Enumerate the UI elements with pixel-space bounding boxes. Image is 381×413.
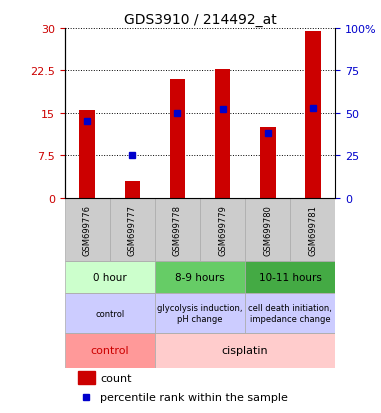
FancyBboxPatch shape — [155, 294, 245, 333]
FancyBboxPatch shape — [245, 198, 290, 262]
Text: cell death initiation,
impedance change: cell death initiation, impedance change — [248, 304, 332, 323]
FancyBboxPatch shape — [65, 333, 155, 368]
FancyBboxPatch shape — [65, 262, 155, 294]
Bar — [215, 69, 231, 198]
FancyBboxPatch shape — [155, 333, 335, 368]
Text: percentile rank within the sample: percentile rank within the sample — [100, 392, 288, 401]
Text: glycolysis induction,
pH change: glycolysis induction, pH change — [157, 304, 243, 323]
Text: 10-11 hours: 10-11 hours — [259, 273, 322, 282]
Text: GSM699778: GSM699778 — [173, 204, 182, 256]
FancyBboxPatch shape — [245, 262, 335, 294]
Text: GSM699776: GSM699776 — [83, 204, 92, 256]
Text: count: count — [100, 373, 131, 383]
Text: GSM699777: GSM699777 — [128, 204, 137, 256]
FancyBboxPatch shape — [65, 294, 155, 333]
FancyBboxPatch shape — [65, 198, 110, 262]
Text: GSM699781: GSM699781 — [308, 205, 317, 255]
Text: GSM699780: GSM699780 — [263, 205, 272, 255]
FancyBboxPatch shape — [155, 262, 245, 294]
Bar — [79, 111, 95, 198]
FancyBboxPatch shape — [200, 198, 245, 262]
FancyBboxPatch shape — [245, 294, 335, 333]
Bar — [125, 181, 140, 198]
Text: GSM699779: GSM699779 — [218, 205, 227, 255]
Bar — [305, 32, 321, 198]
Bar — [260, 128, 275, 198]
Text: control: control — [95, 309, 125, 318]
FancyBboxPatch shape — [155, 198, 200, 262]
Bar — [170, 80, 186, 198]
FancyBboxPatch shape — [110, 198, 155, 262]
Text: 8-9 hours: 8-9 hours — [175, 273, 225, 282]
Title: GDS3910 / 214492_at: GDS3910 / 214492_at — [124, 12, 276, 26]
Text: control: control — [91, 346, 129, 356]
FancyBboxPatch shape — [290, 198, 335, 262]
Text: cisplatin: cisplatin — [222, 346, 269, 356]
Text: 0 hour: 0 hour — [93, 273, 127, 282]
Bar — [78, 371, 94, 385]
